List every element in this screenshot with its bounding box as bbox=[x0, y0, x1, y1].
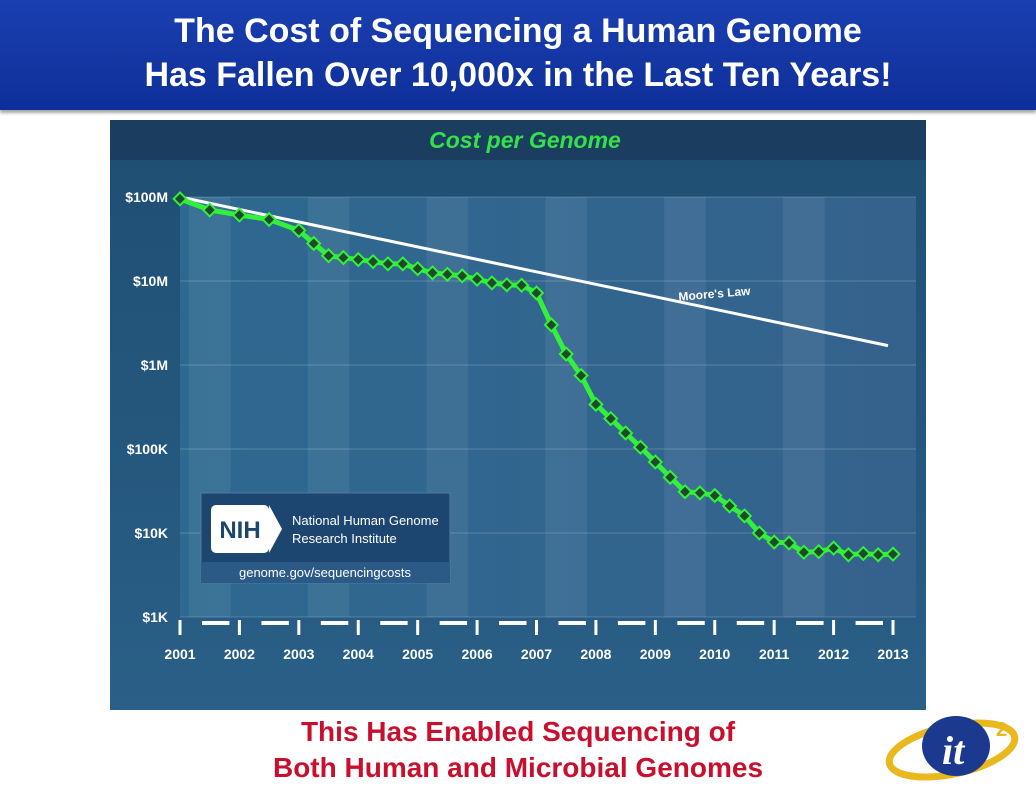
cost-point bbox=[305, 235, 322, 252]
title-line-1: The Cost of Sequencing a Human Genome bbox=[174, 12, 862, 50]
y-axis: $100M $10M $1M $100K $10K $1K bbox=[125, 189, 168, 625]
nih-name-line-1: National Human Genome bbox=[292, 513, 439, 528]
y-tick-label: $100K bbox=[127, 441, 168, 457]
x-tick-label: 2012 bbox=[818, 646, 849, 662]
footer-line-2: Both Human and Microbial Genomes bbox=[272, 752, 764, 783]
y-tick-label: $10K bbox=[135, 525, 168, 541]
cost-point bbox=[573, 367, 589, 384]
cost-point bbox=[796, 544, 812, 561]
logo-superscript: 2 bbox=[996, 719, 1007, 741]
cost-point bbox=[632, 439, 649, 455]
cost-point bbox=[439, 266, 456, 283]
cost-point bbox=[513, 277, 530, 294]
cost-point bbox=[810, 543, 827, 560]
cost-point bbox=[484, 275, 500, 291]
x-tick-label: 2006 bbox=[462, 646, 493, 662]
cost-point bbox=[766, 534, 782, 550]
nih-url: genome.gov/sequencingcosts bbox=[239, 565, 412, 580]
cost-point bbox=[677, 483, 693, 500]
y-tick-label: $1M bbox=[141, 357, 168, 373]
logo-disc-icon bbox=[922, 716, 990, 776]
cost-point bbox=[201, 202, 218, 218]
cost-series bbox=[172, 191, 901, 563]
y-tick-label: $1K bbox=[142, 609, 168, 625]
nih-logo-text: NIH bbox=[219, 517, 260, 544]
nih-logo-badge bbox=[211, 505, 269, 553]
moores-law-line bbox=[179, 195, 889, 348]
x-tick-label: 2002 bbox=[224, 646, 255, 662]
cost-point bbox=[454, 268, 471, 284]
title-line-2: Has Fallen Over 10,000x in the Last Ten … bbox=[144, 56, 892, 94]
x-tick-label: 2001 bbox=[164, 646, 195, 662]
y-tick-label: $100M bbox=[125, 189, 168, 205]
cost-point bbox=[365, 253, 381, 270]
cost-point bbox=[825, 540, 842, 556]
nih-name-line-2: Research Institute bbox=[292, 531, 397, 546]
cost-point bbox=[350, 251, 367, 268]
x-tick-label: 2007 bbox=[521, 646, 552, 662]
cost-point bbox=[558, 346, 574, 362]
cost-point bbox=[395, 256, 411, 272]
cost-point bbox=[751, 525, 768, 541]
nih-url-strip bbox=[201, 562, 450, 583]
cost-point bbox=[588, 396, 604, 413]
cost-point bbox=[231, 207, 248, 223]
x-tick-label: 2013 bbox=[877, 646, 908, 662]
x-tick-label: 2005 bbox=[402, 646, 433, 662]
cost-point bbox=[424, 265, 441, 281]
nih-logo-chevron-icon bbox=[269, 505, 282, 553]
cost-point bbox=[736, 508, 753, 524]
x-tick-label: 2010 bbox=[699, 646, 730, 662]
cost-point bbox=[543, 317, 560, 333]
cost-point bbox=[706, 487, 723, 504]
y-tick-label: $10M bbox=[133, 273, 168, 289]
cost-point bbox=[647, 454, 664, 470]
footer-line-1: This Has Enabled Sequencing of bbox=[300, 716, 736, 747]
band-2007 bbox=[545, 197, 588, 617]
cost-point bbox=[409, 260, 426, 277]
x-tick-label: 2003 bbox=[283, 646, 314, 662]
x-tick-label: 2004 bbox=[343, 646, 374, 662]
title-banner: The Cost of Sequencing a Human Genome Ha… bbox=[0, 0, 1036, 110]
cost-point bbox=[885, 546, 901, 562]
it2-logo: it 2 bbox=[885, 716, 1019, 781]
cost-point bbox=[692, 485, 708, 501]
cost-point bbox=[870, 547, 886, 563]
moores-law-series: Moore's Law bbox=[179, 195, 889, 348]
moores-law-label: Moore's Law bbox=[678, 284, 752, 304]
y-gridlines bbox=[180, 196, 916, 618]
nih-credit-box: NIH National Human Genome Research Insti… bbox=[200, 492, 451, 584]
cost-point bbox=[721, 498, 738, 514]
x-tick-label: 2009 bbox=[640, 646, 671, 662]
chart-title: Cost per Genome bbox=[429, 127, 621, 153]
cost-point bbox=[855, 545, 872, 562]
cost-point bbox=[469, 271, 485, 287]
x-tick-label: 2011 bbox=[759, 646, 790, 662]
cost-point bbox=[380, 256, 396, 272]
x-axis: 2001 2002 2003 2004 2005 2006 2007 2008 2009 2010… bbox=[164, 620, 909, 662]
cost-point bbox=[781, 535, 797, 551]
cost-point bbox=[840, 547, 857, 563]
cost-point bbox=[528, 285, 545, 301]
cost-point bbox=[320, 247, 337, 264]
band-2009 bbox=[664, 197, 706, 617]
cost-point bbox=[172, 191, 188, 207]
logo-text: it bbox=[942, 728, 966, 773]
chart-title-strip bbox=[110, 120, 926, 160]
cost-point bbox=[335, 249, 352, 266]
cost-point bbox=[617, 425, 634, 441]
cost-per-genome-chart: Cost per Genome $100M $10M $1M $100K $10K $1K… bbox=[110, 120, 926, 710]
cost-point bbox=[662, 469, 678, 486]
cost-point bbox=[499, 277, 515, 293]
cost-point bbox=[261, 211, 277, 228]
cost-point bbox=[291, 222, 307, 239]
cost-point bbox=[602, 410, 619, 427]
x-tick-label: 2008 bbox=[580, 646, 611, 662]
